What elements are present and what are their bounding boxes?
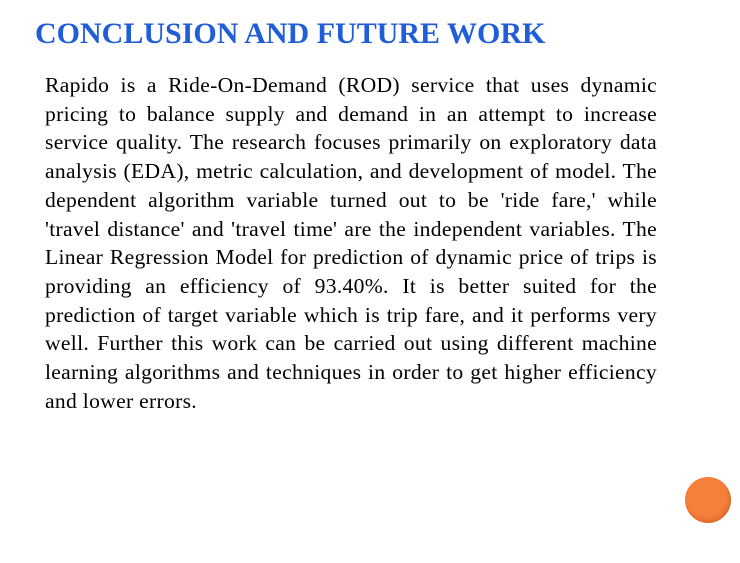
slide-body-text: Rapido is a Ride-On-Demand (ROD) service… bbox=[45, 73, 657, 413]
orange-circle-icon bbox=[685, 477, 731, 523]
slide-title: CONCLUSION AND FUTURE WORK bbox=[35, 17, 546, 50]
